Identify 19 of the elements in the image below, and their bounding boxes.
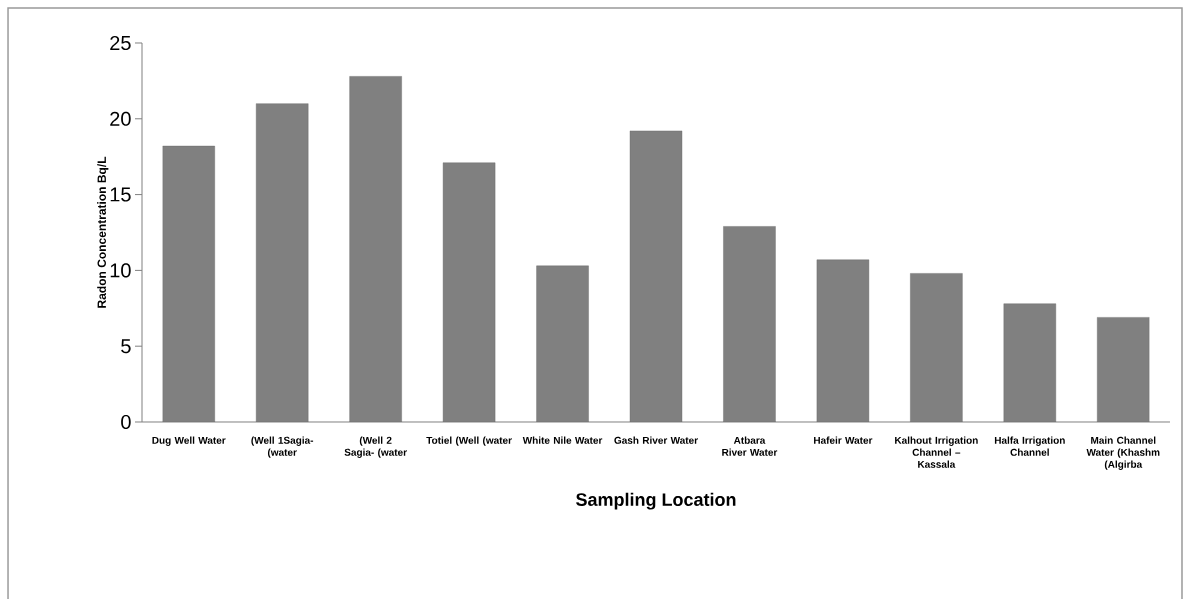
x-tick-label: Dug Well Water: [152, 436, 226, 446]
x-tick-label: Gash River Water: [614, 436, 698, 444]
x-tick-label: Kalhout Irrigation Channel – Kassala: [895, 436, 978, 468]
y-tick-label: 10: [110, 263, 131, 278]
x-tick-label: Main Channel Water (Khashm (Algirba: [1086, 436, 1160, 470]
x-axis-title: Sampling Location: [576, 492, 736, 510]
x-tick-label: Totiel (Well (water: [426, 436, 512, 446]
y-tick-label: 25: [110, 35, 131, 51]
x-tick-label: Halfa Irrigation Channel: [994, 436, 1065, 456]
y-tick-label: 20: [110, 111, 131, 126]
x-tick-label: (Well 2 Sagia- (water: [344, 436, 407, 458]
y-tick-label: 0: [121, 414, 131, 430]
x-tick-label: Hafeir Water: [814, 436, 873, 444]
x-tick-label: Atbara River Water: [722, 436, 778, 456]
x-tick-label: White Nile Water: [522, 436, 603, 444]
y-tick-label: 5: [121, 339, 131, 354]
y-tick-label: 15: [110, 187, 131, 202]
y-axis-title: Radon Concentration Bq/L: [97, 156, 109, 308]
x-tick-label: (Well 1Sagia- (water: [251, 436, 314, 458]
